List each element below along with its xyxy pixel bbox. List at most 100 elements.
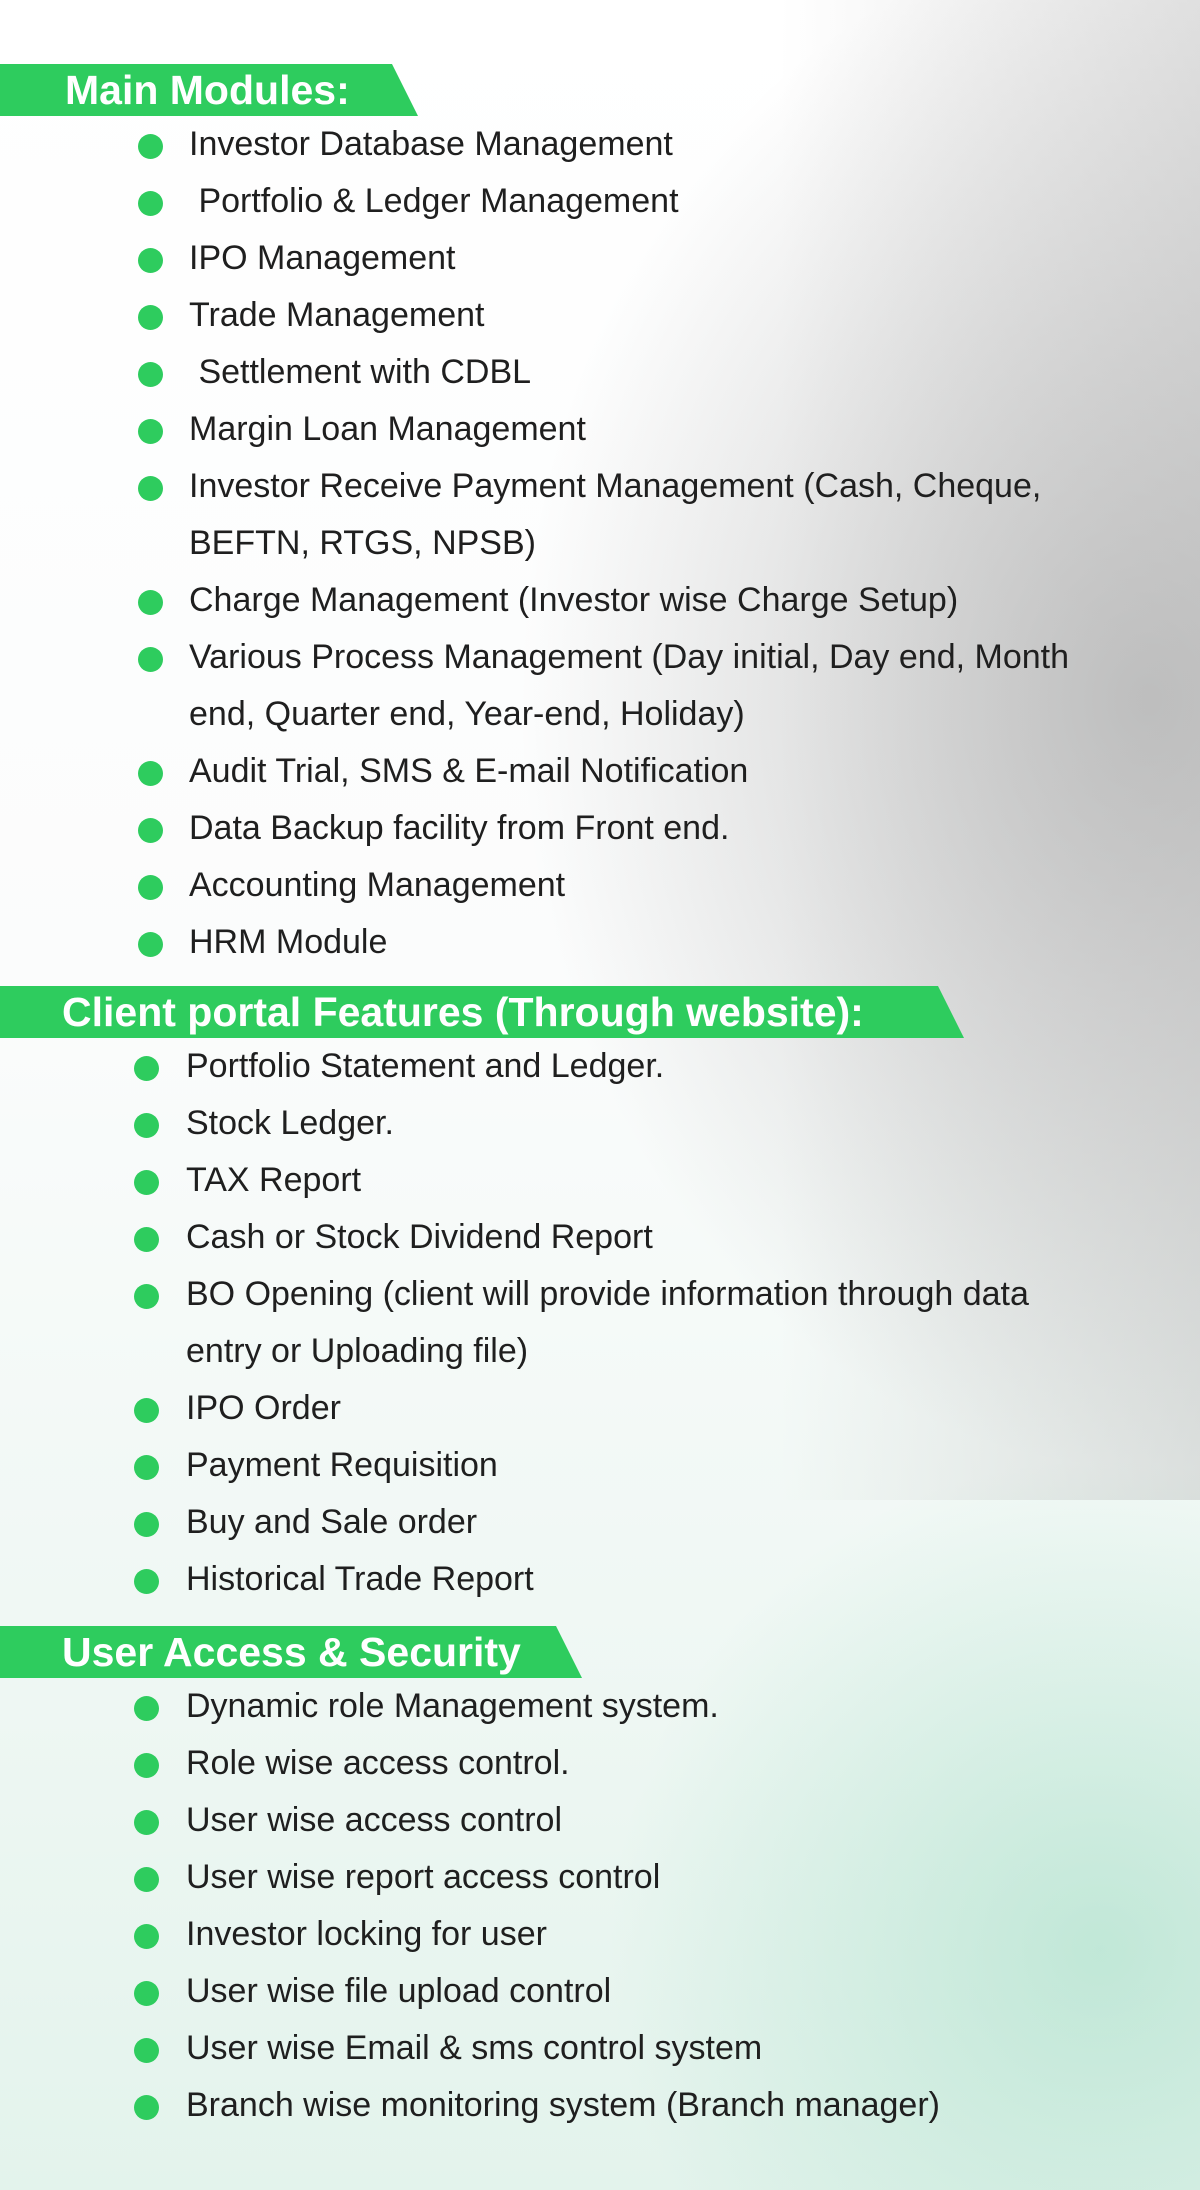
bullet-icon [138, 476, 163, 501]
bullet-icon [134, 1569, 159, 1594]
list-item-label: Margin Loan Management [189, 410, 586, 448]
bullet-icon [134, 1696, 159, 1721]
bullet-icon [138, 818, 163, 843]
list-item: Dynamic role Management system. [0, 1678, 1200, 1735]
list-item-label: Cash or Stock Dividend Report [186, 1218, 653, 1256]
list-item: User wise file upload control [0, 1963, 1200, 2020]
bullet-icon [138, 647, 163, 672]
bullet-icon [134, 1398, 159, 1423]
list-item: TAX Report [0, 1152, 1200, 1209]
user-access-banner: User Access & Security [0, 1626, 1200, 1678]
bullet-icon [134, 1284, 159, 1309]
user-access-heading: User Access & Security [62, 1629, 521, 1675]
bullet-icon [134, 1455, 159, 1480]
bullet-icon [134, 1867, 159, 1892]
list-item: Portfolio & Ledger Management [0, 173, 1200, 230]
list-item-label: BO Opening (client will provide informat… [186, 1275, 1039, 1370]
list-item: Branch wise monitoring system (Branch ma… [0, 2077, 1200, 2134]
bullet-icon [138, 419, 163, 444]
client-portal-heading: Client portal Features (Through website)… [62, 989, 864, 1035]
list-item: IPO Order [0, 1380, 1200, 1437]
list-item-label: IPO Order [186, 1389, 341, 1427]
bullet-icon [138, 248, 163, 273]
bullet-icon [134, 1056, 159, 1081]
list-item-label: Accounting Management [189, 866, 566, 904]
list-item: Historical Trade Report [0, 1551, 1200, 1608]
bullet-icon [134, 1170, 159, 1195]
list-item: Accounting Management [0, 857, 1200, 914]
bullet-icon [138, 932, 163, 957]
list-item-label: User wise access control [186, 1801, 563, 1839]
user-access-section: User Access & Security Dynamic role Mana… [0, 1626, 1200, 2134]
bullet-icon [134, 1810, 159, 1835]
list-item-label: Investor Database Management [189, 125, 673, 163]
list-item-label: User wise Email & sms control system [186, 2029, 763, 2067]
list-item-label: Various Process Management (Day initial,… [189, 638, 1079, 733]
bullet-icon [134, 1113, 159, 1138]
list-item-label: Trade Management [189, 296, 485, 334]
list-item: Role wise access control. [0, 1735, 1200, 1792]
list-item: Investor Receive Payment Management (Cas… [0, 458, 1200, 572]
list-item-label: Dynamic role Management system. [186, 1687, 719, 1725]
list-item: Investor locking for user [0, 1906, 1200, 1963]
list-item: Audit Trial, SMS & E-mail Notification [0, 743, 1200, 800]
main-modules-heading: Main Modules: [65, 67, 350, 113]
list-item-label: Payment Requisition [186, 1446, 498, 1484]
list-item: Cash or Stock Dividend Report [0, 1209, 1200, 1266]
list-item: Buy and Sale order [0, 1494, 1200, 1551]
list-item: IPO Management [0, 230, 1200, 287]
list-item: Data Backup facility from Front end. [0, 800, 1200, 857]
list-item: BO Opening (client will provide informat… [0, 1266, 1200, 1380]
list-item: Various Process Management (Day initial,… [0, 629, 1200, 743]
list-item: User wise Email & sms control system [0, 2020, 1200, 2077]
list-item: Stock Ledger. [0, 1095, 1200, 1152]
list-item-label: Role wise access control. [186, 1744, 570, 1782]
bullet-icon [134, 1981, 159, 2006]
list-item-label: Investor locking for user [186, 1915, 547, 1953]
main-modules-banner: Main Modules: [0, 64, 1200, 116]
list-item-label: TAX Report [186, 1161, 362, 1199]
bullet-icon [134, 1924, 159, 1949]
list-item-label: Data Backup facility from Front end. [189, 809, 730, 847]
list-item: Margin Loan Management [0, 401, 1200, 458]
bullet-icon [134, 1753, 159, 1778]
bullet-icon [138, 305, 163, 330]
bullet-icon [134, 1227, 159, 1252]
bullet-icon [138, 362, 163, 387]
bullet-icon [134, 1512, 159, 1537]
bullet-icon [134, 2095, 159, 2120]
bullet-icon [138, 875, 163, 900]
list-item-label: User wise report access control [186, 1858, 661, 1896]
bullet-icon [138, 191, 163, 216]
list-item: Settlement with CDBL [0, 344, 1200, 401]
main-modules-list: Investor Database Management Portfolio &… [0, 116, 1200, 971]
list-item-label: Charge Management (Investor wise Charge … [189, 581, 959, 619]
list-item-label: Portfolio Statement and Ledger. [186, 1047, 665, 1085]
list-item-label: Stock Ledger. [186, 1104, 394, 1142]
list-item: Charge Management (Investor wise Charge … [0, 572, 1200, 629]
user-access-list: Dynamic role Management system. Role wise… [0, 1678, 1200, 2134]
list-item-label: Audit Trial, SMS & E-mail Notification [189, 752, 749, 790]
bullet-icon [138, 590, 163, 615]
list-item-label: Portfolio & Ledger Management [189, 182, 679, 220]
list-item: User wise access control [0, 1792, 1200, 1849]
list-item: Payment Requisition [0, 1437, 1200, 1494]
list-item: Investor Database Management [0, 116, 1200, 173]
bullet-icon [138, 134, 163, 159]
main-modules-section: Main Modules: Investor Database Manageme… [0, 64, 1200, 971]
client-portal-list: Portfolio Statement and Ledger. Stock Led… [0, 1038, 1200, 1608]
list-item-label: Historical Trade Report [186, 1560, 534, 1598]
list-item: Trade Management [0, 287, 1200, 344]
list-item-label: Buy and Sale order [186, 1503, 478, 1541]
client-portal-banner: Client portal Features (Through website)… [0, 986, 1200, 1038]
list-item-label: HRM Module [189, 923, 388, 961]
list-item-label: Investor Receive Payment Management (Cas… [189, 467, 1051, 562]
bullet-icon [138, 761, 163, 786]
list-item-label: Branch wise monitoring system (Branch ma… [186, 2086, 940, 2124]
list-item-label: IPO Management [189, 239, 456, 277]
list-item-label: User wise file upload control [186, 1972, 612, 2010]
list-item: Portfolio Statement and Ledger. [0, 1038, 1200, 1095]
list-item: User wise report access control [0, 1849, 1200, 1906]
bullet-icon [134, 2038, 159, 2063]
client-portal-section: Client portal Features (Through website)… [0, 986, 1200, 1608]
